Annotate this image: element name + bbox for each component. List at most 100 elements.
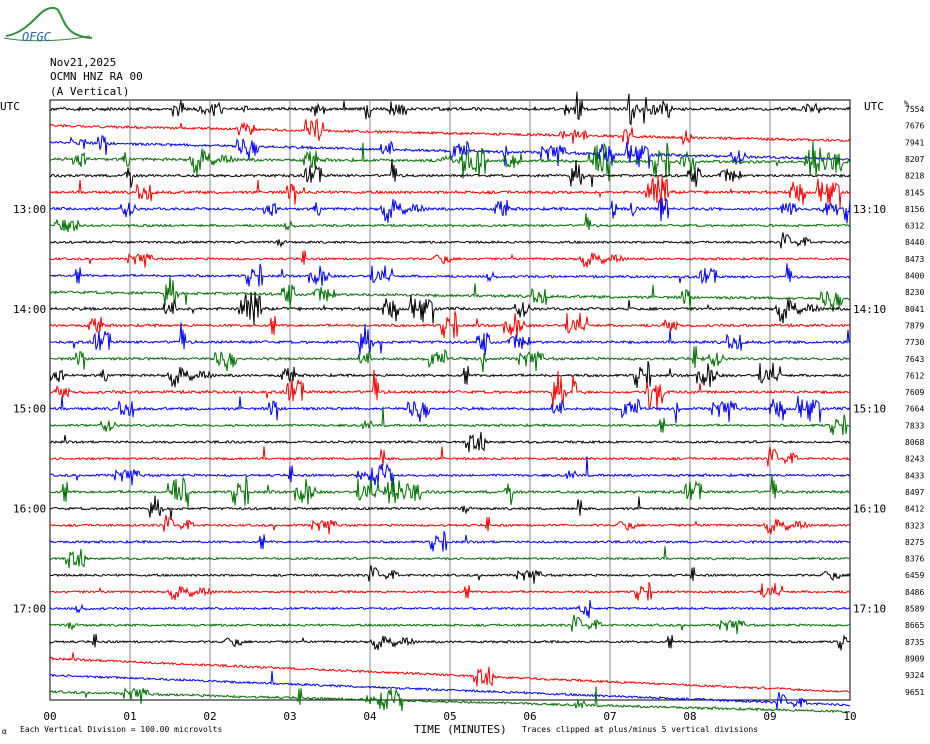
seismic-trace bbox=[49, 135, 851, 169]
seismic-trace bbox=[49, 473, 851, 509]
seismic-trace bbox=[49, 431, 851, 453]
seismic-trace bbox=[49, 446, 851, 467]
x-tick-label: 07 bbox=[603, 710, 616, 723]
rms-value: 8218 bbox=[905, 172, 924, 181]
seismic-trace bbox=[49, 197, 851, 224]
x-axis-title: TIME (MINUTES) bbox=[414, 723, 507, 736]
seismic-trace bbox=[49, 456, 851, 486]
seismic-trace bbox=[49, 530, 851, 552]
rms-value: 8589 bbox=[905, 605, 924, 614]
header-component: (A Vertical) bbox=[50, 85, 129, 98]
seismic-trace bbox=[49, 652, 850, 693]
rms-value: 9324 bbox=[905, 671, 924, 680]
rms-value: 8275 bbox=[905, 538, 924, 547]
seismic-trace bbox=[49, 232, 851, 249]
rms-value: 6459 bbox=[905, 571, 924, 580]
seismic-trace bbox=[49, 158, 851, 188]
rms-value: 8486 bbox=[905, 588, 924, 597]
seismic-trace bbox=[49, 581, 851, 601]
right-time-label: 13:10 bbox=[853, 203, 886, 216]
seismic-trace bbox=[49, 395, 851, 424]
footer-marker: α bbox=[2, 727, 7, 736]
seismic-trace bbox=[49, 141, 851, 182]
rms-value: 8433 bbox=[905, 471, 924, 480]
rms-value: 7612 bbox=[905, 371, 924, 380]
rms-value: 6312 bbox=[905, 222, 924, 231]
rms-value: 7554 bbox=[905, 105, 924, 114]
left-time-label: 13:00 bbox=[13, 203, 46, 216]
rms-value: 8156 bbox=[905, 205, 924, 214]
x-tick-label: 09 bbox=[763, 710, 776, 723]
right-time-labels: 13:10 14:10 15:10 16:10 17:10 bbox=[853, 203, 886, 616]
seismic-trace bbox=[49, 599, 851, 619]
seismic-trace bbox=[49, 614, 851, 635]
seismic-trace bbox=[49, 274, 851, 312]
x-tick-label: 02 bbox=[203, 710, 216, 723]
rms-value: 7676 bbox=[905, 122, 924, 131]
x-tick-label: 03 bbox=[283, 710, 296, 723]
utc-right-label: UTC bbox=[864, 100, 884, 113]
header-date: Nov21,2025 bbox=[50, 56, 116, 69]
logo-text: OFGC bbox=[22, 30, 52, 44]
left-time-labels: 13:00 14:00 15:00 16:00 17:00 bbox=[13, 203, 46, 616]
rms-value-labels: 7554 7676 7941 8207 8218 8145 8156 6312 8440 8473… bbox=[905, 105, 924, 697]
clip-note: Traces clipped at plus/minus 5 vertical … bbox=[522, 725, 758, 734]
rms-value: 8207 bbox=[905, 155, 924, 164]
x-tick-label: 00 bbox=[43, 710, 56, 723]
seismic-trace bbox=[49, 686, 851, 714]
seismic-trace bbox=[49, 118, 851, 146]
left-time-label: 17:00 bbox=[13, 603, 46, 616]
rms-value: 7609 bbox=[905, 388, 924, 397]
seismic-trace bbox=[49, 311, 851, 339]
logo-mountain-icon bbox=[5, 6, 93, 39]
x-tick-labels: 00 01 02 03 04 05 06 07 08 09 10 bbox=[43, 710, 856, 723]
seismic-trace bbox=[49, 406, 851, 436]
rms-value: 8909 bbox=[905, 654, 924, 663]
seismic-trace bbox=[49, 346, 851, 373]
logo-wave-icon bbox=[3, 35, 91, 42]
seismic-trace bbox=[49, 633, 851, 651]
rms-value: 7643 bbox=[905, 355, 924, 364]
x-tick-label: 10 bbox=[843, 710, 856, 723]
seismic-trace bbox=[49, 546, 851, 569]
seismic-trace bbox=[49, 565, 851, 584]
header-station: OCMN HNZ RA 00 bbox=[50, 70, 143, 83]
rms-value: 7941 bbox=[905, 138, 924, 147]
rms-value: 8323 bbox=[905, 521, 924, 530]
seismic-trace bbox=[49, 322, 851, 356]
trace-group bbox=[49, 91, 851, 714]
rms-value: 9651 bbox=[905, 688, 924, 697]
rms-value: 8497 bbox=[905, 488, 924, 497]
seismic-trace bbox=[49, 360, 851, 389]
left-time-label: 14:00 bbox=[13, 303, 46, 316]
seismic-trace bbox=[50, 514, 851, 535]
left-time-label: 16:00 bbox=[13, 503, 46, 516]
rms-value: 8665 bbox=[905, 621, 924, 630]
rms-value: 8412 bbox=[905, 505, 924, 514]
x-tick-label: 04 bbox=[363, 710, 377, 723]
right-corner-label: % bbox=[904, 99, 909, 108]
seismic-trace bbox=[49, 369, 851, 411]
rms-value: 7879 bbox=[905, 321, 924, 330]
rms-value: 8735 bbox=[905, 638, 924, 647]
right-time-label: 17:10 bbox=[853, 603, 886, 616]
rms-value: 8440 bbox=[905, 238, 924, 247]
seismic-trace bbox=[49, 671, 851, 709]
utc-left-label: UTC bbox=[0, 100, 20, 113]
scale-note: Each Vertical Division = 100.00 microvol… bbox=[20, 725, 222, 734]
rms-value: 8230 bbox=[905, 288, 924, 297]
seismic-trace bbox=[50, 263, 851, 287]
left-time-label: 15:00 bbox=[13, 403, 46, 416]
rms-value: 7730 bbox=[905, 338, 924, 347]
rms-value: 7833 bbox=[905, 421, 924, 430]
seismic-trace bbox=[49, 291, 851, 325]
rms-value: 8473 bbox=[905, 255, 924, 264]
seismic-trace bbox=[50, 213, 851, 233]
right-time-label: 14:10 bbox=[853, 303, 886, 316]
x-tick-label: 08 bbox=[683, 710, 696, 723]
seismic-trace bbox=[50, 250, 851, 268]
x-tick-label: 01 bbox=[123, 710, 136, 723]
seismic-trace bbox=[49, 175, 851, 209]
